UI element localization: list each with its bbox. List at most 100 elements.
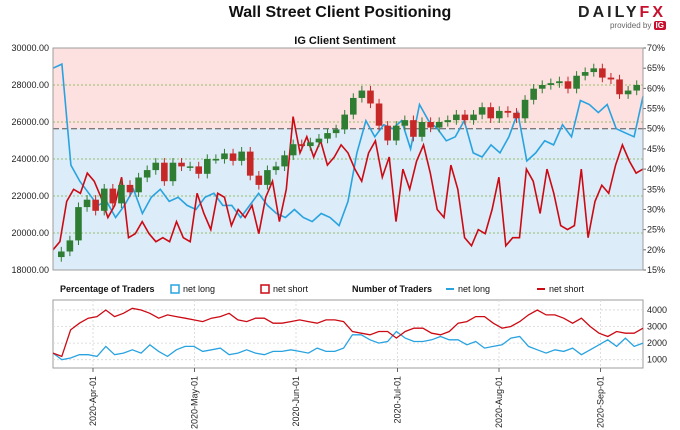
price-candles [58,63,640,262]
candle-body [418,122,426,137]
candle-body [410,120,417,137]
candle-body [152,162,160,171]
candle-body [384,125,391,141]
candle-body [298,144,306,147]
date-tick-label: 2020-May-01 [190,376,200,429]
left-tick-label: 26000.00 [11,117,49,127]
net-long-count-line [52,330,644,361]
candle-body [83,199,91,208]
left-tick-label: 24000.00 [11,154,49,164]
right-tick-label: 70% [647,43,665,53]
candle-body [358,90,366,98]
candle-body [264,170,271,185]
candle-body [392,125,400,141]
panel-title: IG Client Sentiment [294,35,396,47]
right-tick-label: 15% [647,265,665,275]
main-panel-frame [52,47,644,271]
candle-body [375,103,383,126]
right-tick-label: 30% [647,204,665,214]
candle-body [530,88,537,100]
candle-body [281,155,288,167]
candle-body [556,81,563,84]
candle-body [538,85,546,89]
candle-body [599,68,606,78]
candle-body [624,90,632,95]
candle-body [461,114,469,121]
right-tick-label: 45% [647,144,665,154]
candle-body [100,188,108,211]
left-tick-label: 20000.00 [11,228,49,238]
net-long-pct-line [52,62,644,227]
provided-by-text: provided by [609,21,652,30]
bottom-right-axis: 1000 2000 3000 4000 [647,305,667,365]
candle-body [135,177,142,193]
candle-body [143,170,151,178]
candle-body [58,251,65,258]
right-tick-label: 50% [647,124,665,134]
count-tick-label: 3000 [647,322,667,332]
candle-body [350,97,357,115]
chart-title: Wall Street Client Positioning [228,4,452,21]
candle-body [332,129,340,134]
count-tick-label: 1000 [647,355,667,365]
bottom-panel-frame [52,299,644,369]
candle-body [204,159,211,174]
candle-body [66,240,74,252]
legend-number-label: Number of Traders [352,284,432,294]
right-tick-label: 25% [647,225,665,235]
candle-body [453,114,460,121]
candle-body [564,81,572,89]
left-tick-label: 30000.00 [11,43,49,53]
candle-body [573,75,580,89]
left-axis: 18000.00 20000.00 22000.00 24000.00 26000.00… [11,43,49,275]
candle-body [307,142,314,147]
candle-body [435,122,443,128]
candle-body [195,166,202,174]
candle-body [324,133,331,139]
count-tick-label: 2000 [647,338,667,348]
right-tick-label: 55% [647,104,665,114]
right-tick-label: 20% [647,245,665,255]
candle-body [487,107,494,119]
left-tick-label: 22000.00 [11,191,49,201]
date-tick-label: 2020-Jun-01 [291,376,301,427]
candle-body [178,162,185,167]
candle-body [633,85,640,91]
legend-long-label: net long [183,284,215,294]
candle-body [478,107,486,115]
dailyfx-logo: DAILYFX provided by IG [578,4,666,30]
right-tick-label: 60% [647,83,665,93]
candle-body [521,99,529,119]
legend-short-box [260,284,270,294]
date-tick-label: 2020-Aug-01 [494,376,504,428]
candle-body [504,110,512,113]
legend-short-label-2: net short [549,284,585,294]
main-panel: IG Client Sentiment 18000.00 20000.00 2200… [11,35,665,275]
candle-body [161,162,168,182]
candle-body [118,184,125,204]
candle-body [212,159,220,161]
right-tick-label: 40% [647,164,665,174]
net-short-pct-line [52,116,644,251]
candle-body [126,184,134,193]
brand-fx: FX [639,4,666,21]
candle-body [238,151,245,161]
candle-body [607,77,615,80]
candle-body [186,166,194,168]
candle-body [470,114,477,121]
candle-body [272,166,280,171]
candle-body [229,153,237,161]
candle-body [513,112,520,119]
date-tick-label: 2020-Jul-01 [393,376,403,424]
candle-body [444,120,452,122]
left-tick-label: 18000.00 [11,265,49,275]
candle-body [289,144,297,156]
candle-body [581,72,589,76]
candle-body [109,188,117,204]
brand-daily: DAILY [578,4,640,21]
legend-long-box [170,284,180,294]
candle-body [341,114,348,130]
right-axis: 15% 20% 25% 30% 35% 40% 45% 50% 55% 60% 65% 70% [643,43,665,275]
candle-body [255,175,263,185]
